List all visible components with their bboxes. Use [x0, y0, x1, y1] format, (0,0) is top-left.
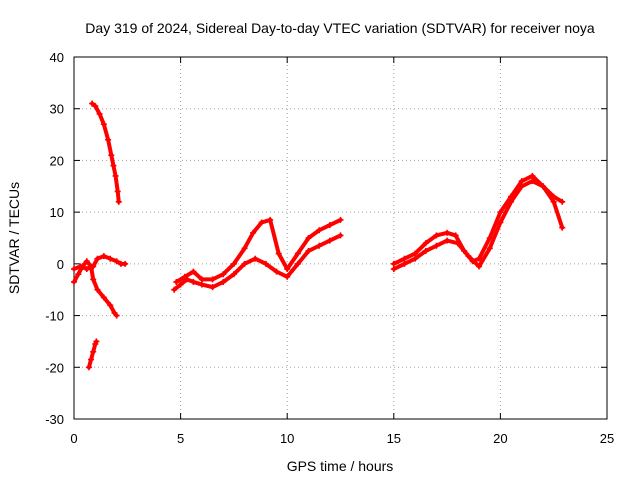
x-tick-labels: 0 5 10 15 20 25	[70, 431, 614, 446]
trace-segment	[221, 272, 236, 284]
trace-segment	[285, 261, 300, 279]
trace-segment	[295, 236, 311, 256]
x-tick-label: 20	[493, 431, 507, 446]
trace-segment	[498, 199, 514, 225]
series-arc-3	[71, 258, 120, 319]
series-arc-4	[71, 253, 129, 273]
data-point	[337, 216, 344, 223]
y-tick-label: 0	[57, 257, 64, 272]
trace-segment	[453, 233, 467, 253]
trace-segment	[413, 248, 428, 261]
trace-segment	[551, 194, 565, 204]
trace-segment	[327, 217, 343, 228]
trace-segment	[477, 236, 492, 261]
trace-segment	[498, 194, 514, 215]
y-tick-label: -10	[45, 309, 64, 324]
x-tick-label: 15	[387, 431, 401, 446]
trace-segment	[231, 246, 247, 266]
series-arc-1	[89, 100, 122, 205]
trace-segment	[530, 173, 546, 189]
trace-segment	[242, 230, 256, 251]
trace-segment	[276, 251, 290, 272]
data-point	[337, 232, 344, 239]
trace-segment	[413, 241, 428, 256]
trace-segment	[423, 233, 439, 246]
trace-segment	[551, 199, 565, 230]
chart-title: Day 319 of 2024, Sidereal Day-to-day VTE…	[85, 20, 595, 36]
data-point	[113, 312, 120, 319]
y-tick-label: 20	[50, 153, 64, 168]
trace-segment	[327, 233, 343, 243]
data-point	[559, 198, 566, 205]
data-points	[71, 100, 566, 371]
x-tick-label: 10	[280, 431, 294, 446]
trace-segment	[487, 210, 503, 240]
series-arc-5	[171, 232, 344, 293]
series-arc-6	[173, 216, 344, 285]
x-tick-label: 5	[177, 431, 184, 446]
y-tick-label: 40	[50, 50, 64, 65]
trace-segment	[306, 228, 322, 240]
data-point	[115, 198, 122, 205]
x-tick-label: 25	[600, 431, 614, 446]
trace-segment	[221, 261, 236, 277]
plot-frame	[73, 56, 608, 420]
data-point	[122, 260, 129, 267]
trace-segment	[462, 248, 475, 264]
grid	[74, 57, 607, 419]
trace-segment	[251, 220, 264, 235]
trace-segment	[509, 184, 524, 204]
trace-segment	[487, 220, 503, 251]
data-point	[559, 224, 566, 231]
trace-segment	[541, 184, 556, 204]
trace-segment	[231, 261, 247, 277]
trace-segment	[285, 251, 300, 272]
y-axis-label: SDTVAR / TECUs	[6, 182, 22, 294]
y-tick-label: 30	[50, 102, 64, 117]
trace-segment	[268, 217, 281, 256]
trace-segment	[295, 248, 311, 266]
trace-segment	[263, 261, 279, 274]
x-tick-label: 0	[70, 431, 77, 446]
axis-ticks	[73, 56, 608, 420]
y-tick-label: -20	[45, 360, 64, 375]
trace-segment	[477, 246, 492, 269]
y-tick-labels: -30 -20 -10 0 10 20 30 40	[45, 50, 64, 427]
data-point	[93, 338, 100, 345]
x-axis-label: GPS time / hours	[287, 458, 394, 474]
y-tick-label: 10	[50, 205, 64, 220]
series-arc-8	[390, 172, 566, 267]
y-tick-label: -30	[45, 412, 64, 427]
series-arc-2	[85, 338, 100, 371]
trace-segment	[509, 179, 524, 199]
